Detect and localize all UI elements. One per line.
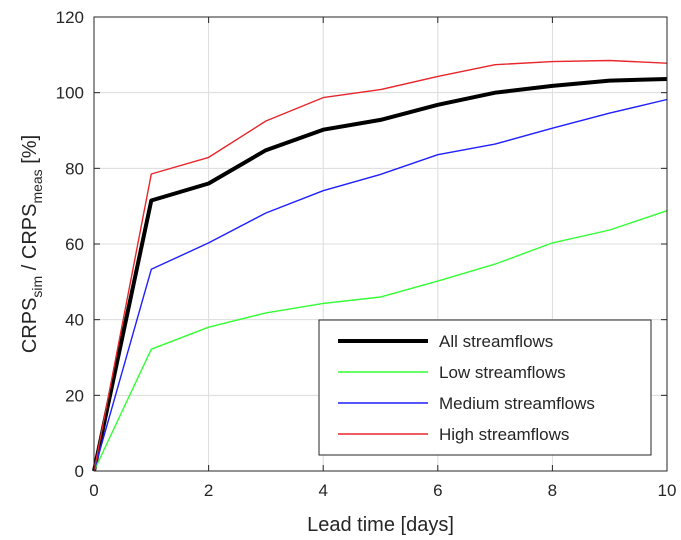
y-tick-label: 60 bbox=[65, 235, 84, 254]
x-tick-label: 6 bbox=[433, 481, 442, 500]
x-tick-label: 4 bbox=[318, 481, 327, 500]
series-line-medium-streamflows bbox=[93, 98, 668, 472]
axis-ticks bbox=[93, 16, 668, 472]
y-tick-label: 40 bbox=[65, 311, 84, 330]
legend-entry-label: Low streamflows bbox=[439, 363, 566, 382]
y-tick-label: 100 bbox=[56, 84, 84, 103]
x-axis-title: Lead time [days] bbox=[307, 514, 454, 536]
x-tick-label: 0 bbox=[89, 481, 98, 500]
y-axis-title-part: / CRPS bbox=[19, 204, 41, 276]
series-line-low-streamflows bbox=[93, 210, 668, 472]
y-axis-title: CRPSsim / CRPSmeas [%] bbox=[19, 135, 45, 353]
legend: All streamflows Low streamflows Medium str… bbox=[318, 319, 652, 456]
legend-entry-label: All streamflows bbox=[439, 332, 553, 351]
y-axis-title-subscript: meas bbox=[29, 169, 45, 203]
series-lines bbox=[92, 59, 668, 472]
y-axis-title-part: CRPS bbox=[19, 298, 41, 354]
y-tick-label: 20 bbox=[65, 386, 84, 405]
x-tick-label: 2 bbox=[204, 481, 213, 500]
series-line-high-streamflows bbox=[93, 59, 668, 472]
legend-entry-label: Medium streamflows bbox=[439, 394, 595, 413]
legend-entry-label: High streamflows bbox=[439, 425, 569, 444]
y-tick-label: 80 bbox=[65, 159, 84, 178]
y-axis-title-part: [%] bbox=[19, 135, 41, 169]
y-tick-label: 0 bbox=[75, 462, 84, 481]
y-tick-label: 120 bbox=[56, 8, 84, 27]
x-tick-label: 8 bbox=[548, 481, 557, 500]
series-line-all-streamflows bbox=[92, 77, 668, 472]
x-tick-label: 10 bbox=[658, 481, 677, 500]
y-axis-title-subscript: sim bbox=[29, 276, 45, 298]
